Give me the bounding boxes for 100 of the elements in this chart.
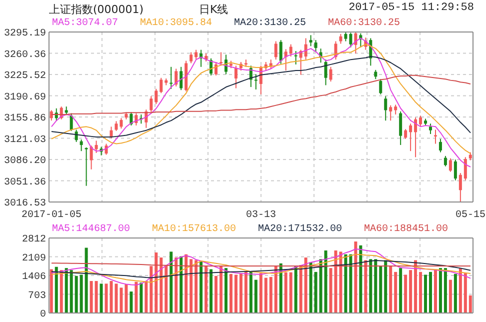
y-tick-label: 3016.53: [4, 198, 46, 210]
candlestick: [150, 96, 153, 113]
bar: [374, 259, 378, 313]
bar: [389, 266, 392, 313]
candlestick: [399, 110, 402, 146]
candlestick: [419, 115, 422, 127]
bar: [468, 295, 472, 313]
candlestick: [374, 69, 378, 80]
candlestick: [434, 129, 437, 144]
bar: [144, 280, 148, 313]
bar: [194, 260, 198, 313]
candlestick: [289, 44, 292, 58]
bar: [354, 242, 358, 313]
candlestick: [154, 88, 158, 105]
candlestick: [170, 66, 173, 90]
bar: [334, 250, 338, 313]
bar: [74, 276, 78, 313]
candlestick: [234, 65, 238, 89]
bar: [180, 256, 183, 313]
candlestick: [464, 156, 467, 181]
candlestick: [339, 33, 342, 44]
bar: [289, 272, 292, 313]
candlestick: [120, 118, 123, 130]
bar: [414, 260, 418, 313]
bar: [234, 274, 238, 313]
bar: [369, 259, 372, 313]
bar: [359, 245, 362, 313]
candlestick: [349, 32, 352, 48]
bar: [229, 274, 232, 313]
candlestick: [444, 155, 447, 167]
y-tick-label: 2812: [22, 234, 46, 246]
bar: [434, 269, 437, 313]
bar: [160, 258, 163, 313]
bar: [154, 252, 158, 313]
bar: [464, 273, 467, 313]
bar: [274, 266, 278, 313]
bar: [454, 274, 457, 313]
bar: [214, 276, 218, 313]
y-tick-label: 1406: [22, 272, 46, 284]
text: MA60:3130.25: [328, 18, 400, 31]
bar: [269, 276, 272, 313]
candlestick: [254, 74, 258, 90]
candlestick: [70, 112, 73, 132]
bar: [184, 254, 188, 313]
y-tick-label: 3155.86: [4, 114, 46, 125]
text: MA60:188451.00: [364, 224, 448, 237]
bar: [124, 284, 128, 313]
bar: [120, 288, 123, 313]
text: 2017-05-15 11:29:58: [348, 2, 474, 14]
bar: [364, 260, 368, 313]
bar: [140, 282, 143, 313]
bar: [304, 258, 308, 313]
bar: [438, 268, 442, 313]
y-tick-label: 703: [28, 290, 46, 302]
bar: [409, 270, 412, 313]
bar: [130, 292, 133, 313]
candlestick: [409, 123, 412, 152]
text: MA10:157613.00: [152, 224, 236, 237]
chart-subtitle: 日K线: [199, 2, 228, 17]
bar: [254, 280, 258, 313]
bar: [424, 274, 428, 313]
candlestick: [114, 120, 118, 132]
bar: [70, 270, 73, 313]
bar: [379, 266, 382, 313]
bar: [349, 254, 352, 313]
candlestick: [379, 78, 382, 95]
bar: [299, 264, 302, 313]
bar: [94, 280, 98, 313]
bar: [239, 273, 242, 313]
bar: [50, 269, 53, 313]
bar: [170, 252, 173, 313]
candlestick: [174, 68, 178, 87]
bar: [174, 258, 178, 313]
bar: [100, 284, 103, 313]
chart-title: 上证指数(000001): [49, 2, 144, 17]
candlestick: [458, 172, 462, 202]
x-tick-label: 03-13: [246, 210, 276, 222]
bar: [384, 260, 388, 313]
candlestick: [454, 159, 457, 181]
bar: [429, 272, 432, 313]
candlestick: [324, 59, 328, 86]
bar: [204, 266, 208, 313]
y-tick-label: 3121.03: [4, 134, 46, 146]
candlestick: [274, 40, 278, 60]
candlestick: [438, 138, 442, 153]
bar: [264, 278, 268, 313]
bar: [200, 262, 203, 313]
bar: [324, 250, 328, 313]
bar: [244, 272, 248, 313]
bar: [319, 259, 322, 313]
candlestick: [190, 52, 193, 64]
bar: [54, 266, 58, 313]
bar: [104, 284, 108, 313]
bar: [210, 269, 213, 313]
candlestick: [314, 40, 318, 53]
bar: [134, 282, 138, 313]
bar: [404, 274, 408, 313]
y-tick-label: 3260.36: [4, 50, 46, 61]
bar: [314, 272, 318, 313]
candlestick: [180, 66, 183, 91]
